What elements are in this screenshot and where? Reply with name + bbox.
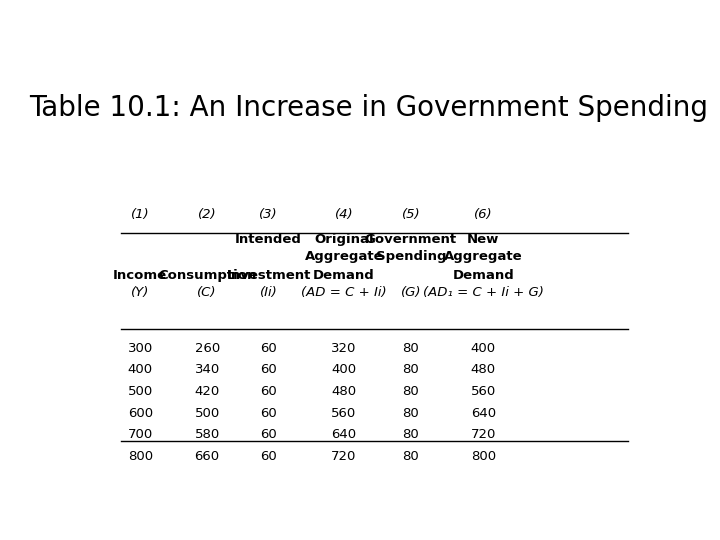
Text: 60: 60 (260, 450, 277, 463)
Text: Table 10.1: An Increase in Government Spending: Table 10.1: An Increase in Government Sp… (30, 94, 708, 122)
Text: 60: 60 (260, 363, 277, 376)
Text: 80: 80 (402, 407, 419, 420)
Text: (2): (2) (198, 208, 217, 221)
Text: (6): (6) (474, 208, 492, 221)
Text: Intended: Intended (235, 233, 302, 246)
Text: 340: 340 (194, 363, 220, 376)
Text: 400: 400 (127, 363, 153, 376)
Text: Original: Original (314, 233, 374, 246)
Text: 80: 80 (402, 428, 419, 441)
Text: 500: 500 (194, 407, 220, 420)
Text: 640: 640 (331, 428, 356, 441)
Text: 600: 600 (127, 407, 153, 420)
Text: 400: 400 (471, 342, 496, 355)
Text: Aggregate: Aggregate (444, 250, 523, 263)
Text: 800: 800 (471, 450, 496, 463)
Text: 60: 60 (260, 342, 277, 355)
Text: (3): (3) (259, 208, 278, 221)
Text: 800: 800 (127, 450, 153, 463)
Text: 500: 500 (127, 385, 153, 398)
Text: 80: 80 (402, 450, 419, 463)
Text: Demand: Demand (452, 268, 514, 281)
Text: 700: 700 (127, 428, 153, 441)
Text: 480: 480 (331, 385, 356, 398)
Text: Consumption: Consumption (158, 268, 256, 281)
Text: 80: 80 (402, 342, 419, 355)
Text: Government: Government (365, 233, 457, 246)
Text: 80: 80 (402, 363, 419, 376)
Text: Aggregate: Aggregate (305, 250, 383, 263)
Text: Investment: Investment (226, 268, 311, 281)
Text: (C): (C) (197, 286, 217, 299)
Text: 720: 720 (471, 428, 496, 441)
Text: 720: 720 (331, 450, 356, 463)
Text: 320: 320 (331, 342, 356, 355)
Text: (1): (1) (131, 208, 150, 221)
Text: 560: 560 (471, 385, 496, 398)
Text: 60: 60 (260, 428, 277, 441)
Text: 400: 400 (331, 363, 356, 376)
Text: (4): (4) (335, 208, 354, 221)
Text: (AD = C + Ii): (AD = C + Ii) (301, 286, 387, 299)
Text: (5): (5) (402, 208, 420, 221)
Text: 480: 480 (471, 363, 496, 376)
Text: 300: 300 (127, 342, 153, 355)
Text: (Ii): (Ii) (260, 286, 277, 299)
Text: (G): (G) (400, 286, 421, 299)
Text: 420: 420 (194, 385, 220, 398)
Text: 60: 60 (260, 385, 277, 398)
Text: 660: 660 (194, 450, 220, 463)
Text: Spending: Spending (376, 250, 446, 263)
Text: Income: Income (113, 268, 167, 281)
Text: (AD₁ = C + Ii + G): (AD₁ = C + Ii + G) (423, 286, 544, 299)
Text: 580: 580 (194, 428, 220, 441)
Text: 560: 560 (331, 407, 356, 420)
Text: Demand: Demand (313, 268, 375, 281)
Text: (Y): (Y) (131, 286, 150, 299)
Text: 640: 640 (471, 407, 496, 420)
Text: New: New (467, 233, 500, 246)
Text: 80: 80 (402, 385, 419, 398)
Text: 260: 260 (194, 342, 220, 355)
Text: 60: 60 (260, 407, 277, 420)
